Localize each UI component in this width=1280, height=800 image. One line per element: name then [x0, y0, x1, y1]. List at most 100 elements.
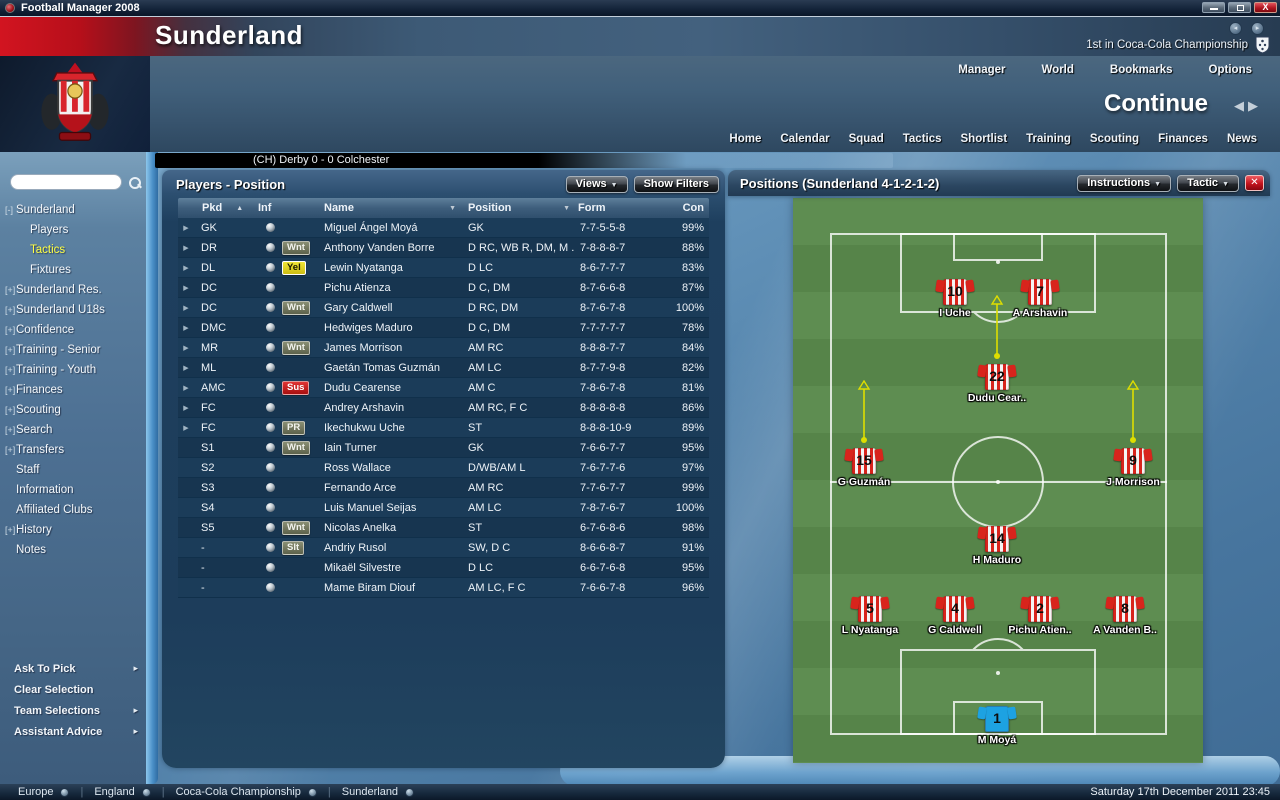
row-expand-icon[interactable]: ▶ [183, 384, 189, 392]
views-button[interactable]: Views ▼ [565, 175, 628, 193]
pitch-player-h-maduro[interactable]: 14 H Maduro [961, 526, 1033, 566]
cell-info[interactable] [258, 523, 282, 532]
column-header-inf[interactable]: Inf [258, 198, 324, 218]
sidebar-item-sunderland-u18s[interactable]: [+] Sunderland U18s [0, 300, 146, 320]
table-row[interactable]: ▶ DMC Hedwiges Maduro D C, DM 7-7-7-7-7 78% [178, 318, 709, 338]
tab-scouting[interactable]: Scouting [1089, 133, 1140, 145]
cell-name[interactable]: Anthony Vanden Borre [324, 241, 435, 254]
menu-item-bookmarks[interactable]: Bookmarks [1109, 64, 1173, 76]
tree-expander-icon[interactable]: [+] [5, 385, 16, 395]
action-ask-to-pick[interactable]: Ask To Pick ▸ [0, 658, 146, 679]
column-header-form[interactable]: Form [578, 198, 662, 218]
continue-button[interactable]: Continue [1104, 90, 1208, 117]
row-expand-icon[interactable]: ▶ [183, 364, 189, 372]
sidebar-item-sunderland[interactable]: [-] Sunderland [0, 200, 146, 220]
cell-name[interactable]: Dudu Cearense [324, 381, 402, 394]
pitch-player-m-moy[interactable]: 1 M Moyá [961, 706, 1033, 746]
table-row[interactable]: S2 Ross Wallace D/WB/AM L 7-6-7-7-6 97% [178, 458, 709, 478]
cell-name[interactable]: Nicolas Anelka [324, 521, 397, 534]
cell-info[interactable] [258, 263, 282, 272]
back-icon[interactable]: ◀ [1234, 98, 1248, 113]
row-expand-icon[interactable]: ▶ [183, 264, 189, 272]
cell-name[interactable]: Luis Manuel Seijas [324, 501, 417, 514]
cell-info[interactable] [258, 283, 282, 292]
restore-button[interactable] [1228, 2, 1251, 13]
tree-expander-icon[interactable]: [+] [5, 365, 16, 375]
cell-info[interactable] [258, 343, 282, 352]
column-filter-icon[interactable]: ▼ [449, 204, 456, 212]
status-sphere-icon[interactable] [141, 787, 151, 797]
tab-finances[interactable]: Finances [1158, 133, 1208, 145]
cell-name[interactable]: James Morrison [324, 341, 403, 354]
table-row[interactable]: S3 Fernando Arce AM RC 7-7-6-7-7 99% [178, 478, 709, 498]
column-header-name[interactable]: Name ▼ [324, 198, 464, 218]
sidebar-item-training-senior[interactable]: [+] Training - Senior [0, 340, 146, 360]
cell-info[interactable] [258, 403, 282, 412]
table-row[interactable]: S5 Wnt Nicolas Anelka ST 6-7-6-8-6 98% [178, 518, 709, 538]
table-row[interactable]: - Mikaël Silvestre D LC 6-6-7-6-8 95% [178, 558, 709, 578]
sidebar-item-history[interactable]: [+] History [0, 520, 146, 540]
cell-info[interactable] [258, 583, 282, 592]
tree-expander-icon[interactable]: [+] [5, 525, 16, 535]
row-expand-icon[interactable]: ▶ [183, 244, 189, 252]
table-row[interactable]: ▶ GK Miguel Ángel Moyá GK 7-7-5-5-8 99% [178, 218, 709, 238]
status-link-england[interactable]: England [94, 786, 135, 798]
table-row[interactable]: ▶ FC PR Ikechukwu Uche ST 8-8-8-10-9 89% [178, 418, 709, 438]
sidebar-item-notes[interactable]: Notes [0, 540, 146, 560]
cell-name[interactable]: Ross Wallace [324, 461, 391, 474]
cell-name[interactable]: Hedwiges Maduro [324, 321, 413, 334]
row-expand-icon[interactable]: ▶ [183, 284, 189, 292]
table-row[interactable]: ▶ DC Wnt Gary Caldwell D RC, DM 8-7-6-7-8 100% [178, 298, 709, 318]
row-expand-icon[interactable]: ▶ [183, 344, 189, 352]
sidebar-item-training-youth[interactable]: [+] Training - Youth [0, 360, 146, 380]
cell-info[interactable] [258, 443, 282, 452]
sidebar-item-fixtures[interactable]: Fixtures [0, 260, 146, 280]
close-panel-button[interactable]: ✕ [1245, 175, 1264, 191]
search-icon[interactable] [129, 176, 141, 189]
tree-expander-icon[interactable]: [-] [5, 205, 13, 215]
tab-shortlist[interactable]: Shortlist [960, 133, 1008, 145]
cell-name[interactable]: Iain Turner [324, 441, 377, 454]
forward-icon[interactable]: ▶ [1248, 98, 1262, 113]
cell-name[interactable]: Lewin Nyatanga [324, 261, 403, 274]
status-sphere-icon[interactable] [60, 787, 70, 797]
row-expand-icon[interactable]: ▶ [183, 424, 189, 432]
cell-info[interactable] [258, 483, 282, 492]
cell-info[interactable] [258, 363, 282, 372]
table-row[interactable]: ▶ DC Pichu Atienza D C, DM 8-7-6-6-8 87% [178, 278, 709, 298]
cell-name[interactable]: Ikechukwu Uche [324, 421, 405, 434]
sidebar-item-affiliated-clubs[interactable]: Affiliated Clubs [0, 500, 146, 520]
pitch-player-j-morrison[interactable]: 9 J Morrison [1097, 448, 1169, 488]
cell-name[interactable]: Fernando Arce [324, 481, 397, 494]
cell-name[interactable]: Pichu Atienza [324, 281, 391, 294]
cell-info[interactable] [258, 243, 282, 252]
action-assistant-advice[interactable]: Assistant Advice ▸ [0, 721, 146, 742]
pitch-player-a-arshavin[interactable]: 7 A Arshavin [1004, 279, 1076, 319]
row-expand-icon[interactable]: ▶ [183, 224, 189, 232]
cell-info[interactable] [258, 303, 282, 312]
pitch-player-dudu-cear[interactable]: 22 Dudu Cear.. [961, 364, 1033, 404]
cell-info[interactable] [258, 503, 282, 512]
pitch-player-l-nyatanga[interactable]: 5 L Nyatanga [834, 596, 906, 636]
status-sphere-icon[interactable] [307, 787, 317, 797]
tree-expander-icon[interactable]: [+] [5, 305, 16, 315]
status-link-coca-cola-championship[interactable]: Coca-Cola Championship [175, 786, 301, 798]
tab-squad[interactable]: Squad [848, 133, 884, 145]
minimize-button[interactable] [1202, 2, 1225, 13]
header-forward-button[interactable]: ▸ [1251, 22, 1264, 35]
pitch-player-i-uche[interactable]: 10 I Uche [919, 279, 991, 319]
table-row[interactable]: ▶ MR Wnt James Morrison AM RC 8-8-8-7-7 84% [178, 338, 709, 358]
cell-info[interactable] [258, 223, 282, 232]
table-row[interactable]: ▶ DL Yel Lewin Nyatanga D LC 8-6-7-7-7 83% [178, 258, 709, 278]
cell-info[interactable] [258, 423, 282, 432]
table-row[interactable]: ▶ FC Andrey Arshavin AM RC, F C 8-8-8-8-8 86% [178, 398, 709, 418]
table-row[interactable]: - Mame Biram Diouf AM LC, F C 7-6-6-7-8 96% [178, 578, 709, 598]
sidebar-item-information[interactable]: Information [0, 480, 146, 500]
table-row[interactable]: - Slt Andriy Rusol SW, D C 8-6-6-8-7 91% [178, 538, 709, 558]
search-input[interactable] [10, 174, 122, 190]
table-row[interactable]: S1 Wnt Iain Turner GK 7-6-6-7-7 95% [178, 438, 709, 458]
tree-expander-icon[interactable]: [+] [5, 325, 16, 335]
tree-expander-icon[interactable]: [+] [5, 405, 16, 415]
cell-info[interactable] [258, 563, 282, 572]
column-header-position[interactable]: Position ▼ [464, 198, 578, 218]
